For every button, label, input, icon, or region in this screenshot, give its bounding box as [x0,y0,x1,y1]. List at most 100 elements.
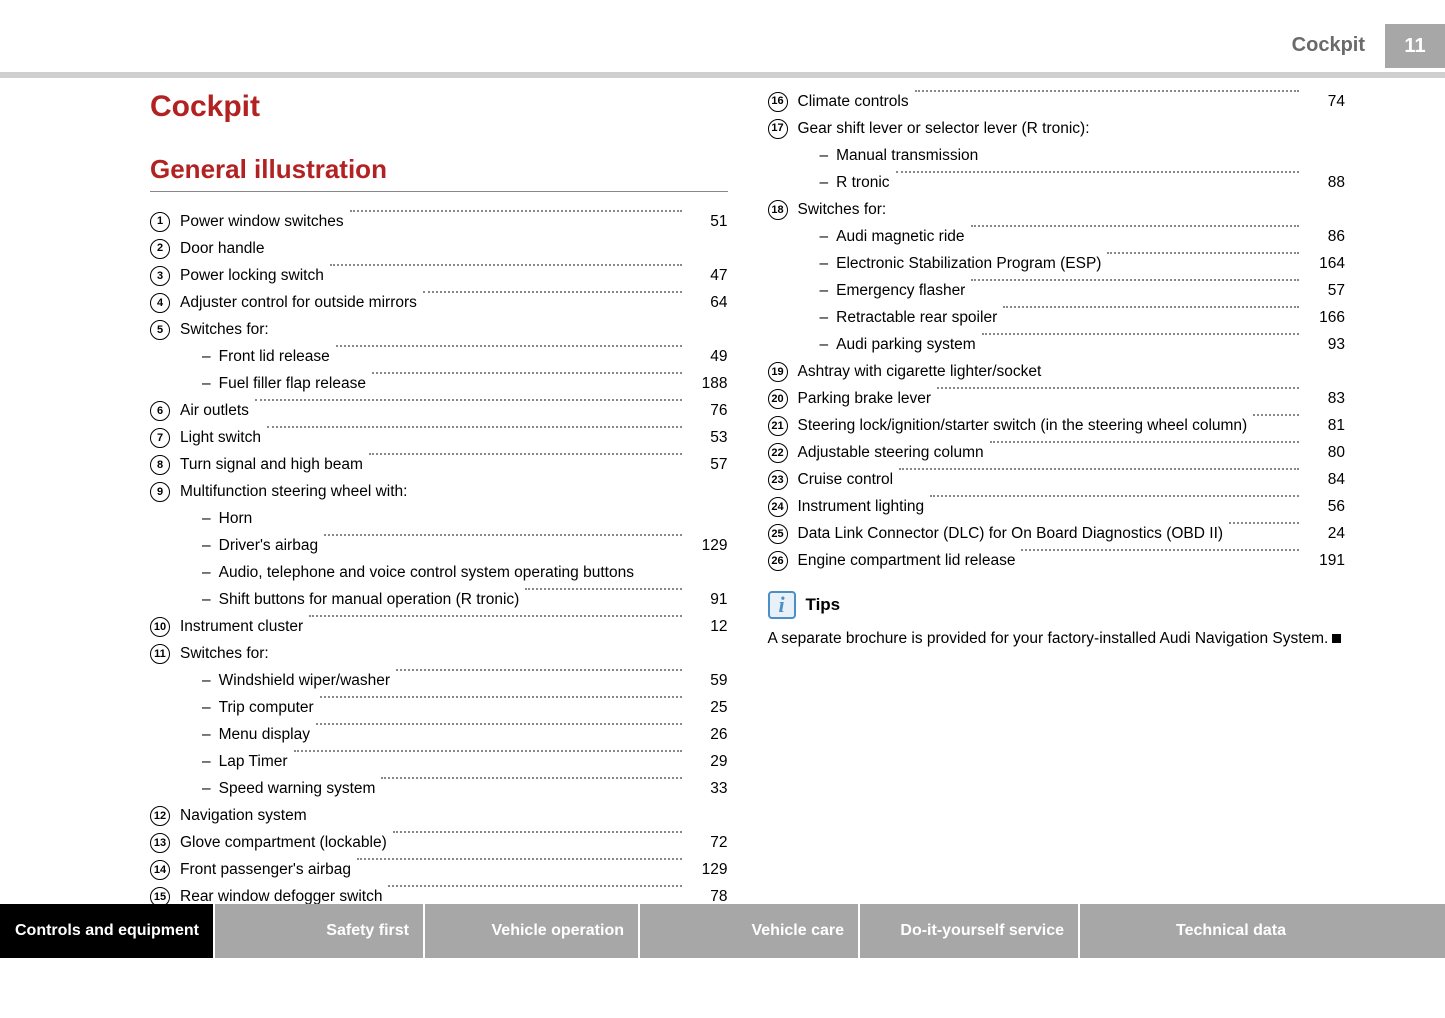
item-number-circle: 13 [150,833,170,853]
footer-tab[interactable]: Do-it-yourself service [860,904,1080,958]
toc-entry: 9 Multifunction steering wheel with: [150,480,728,504]
toc-subentry: –Emergency flasher57 [768,279,1346,303]
info-icon: i [768,591,796,619]
toc-entry: 4Adjuster control for outside mirrors64 [150,291,728,315]
toc-subentry: –Horn [150,507,728,531]
toc-entry: 16Climate controls74 [768,90,1346,114]
dash-icon: – [820,144,829,168]
toc-entry: 7Light switch53 [150,426,728,450]
subentry-label: Manual transmission [836,144,978,168]
toc-subentry: –Electronic Stabilization Program (ESP)1… [768,252,1346,276]
entry-page-number: 129 [688,534,728,558]
item-number-circle: 18 [768,200,788,220]
leader-dots [990,441,1299,443]
toc-subentry: –Trip computer25 [150,696,728,720]
subentry-label: Driver's airbag [219,534,318,558]
leader-dots [350,210,682,212]
dash-icon: – [202,696,211,720]
dash-icon: – [202,750,211,774]
subentry-label: Shift buttons for manual operation (R tr… [219,588,520,612]
item-number-circle: 5 [150,320,170,340]
subentry-label: Audi magnetic ride [836,225,964,249]
subentry-label: Lap Timer [219,750,288,774]
footer-tab[interactable]: Controls and equipment [0,904,215,958]
toc-subentry: –Audi parking system93 [768,333,1346,357]
item-number-circle: 6 [150,401,170,421]
toc-entry: 19Ashtray with cigarette lighter/socket [768,360,1346,384]
leader-dots [971,279,1299,281]
entry-page-number: 26 [688,723,728,747]
leader-dots [369,453,682,455]
dash-icon: – [202,723,211,747]
leader-dots [372,372,682,374]
entry-page-number: 188 [688,372,728,396]
footer-tab[interactable]: Vehicle care [640,904,860,958]
toc-subentry: –Retractable rear spoiler166 [768,306,1346,330]
leader-dots [381,777,681,779]
toc-entry: 23Cruise control84 [768,468,1346,492]
subentry-label: Windshield wiper/washer [219,669,390,693]
item-number-circle: 21 [768,416,788,436]
item-number-circle: 10 [150,617,170,637]
entry-label: Switches for: [180,642,269,666]
toc-list-right: 16Climate controls74 17 Gear shift lever o… [768,90,1346,573]
tips-header: i Tips [768,591,1346,619]
footer-tab[interactable]: Safety first [215,904,425,958]
toc-entry: 10Instrument cluster12 [150,615,728,639]
leader-dots [1229,522,1299,524]
dash-icon: – [820,306,829,330]
item-number-circle: 7 [150,428,170,448]
leader-dots [357,858,682,860]
toc-entry: 11Switches for: [150,642,728,666]
entry-page-number: 53 [688,426,728,450]
entry-label: Data Link Connector (DLC) for On Board D… [798,522,1224,546]
leader-dots [388,885,681,887]
toc-entry: 17 Gear shift lever or selector lever (R … [768,117,1346,141]
entry-page-number: 166 [1305,306,1345,330]
entry-page-number: 84 [1305,468,1345,492]
toc-subentry: –Lap Timer 29 [150,750,728,774]
leader-dots [320,696,682,698]
entry-label: Multifunction steering wheel with: [180,480,407,504]
dash-icon: – [202,588,211,612]
header-section-label: Cockpit [1292,24,1385,68]
toc-subentry: –Fuel filler flap release188 [150,372,728,396]
entry-label: Switches for: [798,198,887,222]
item-number-circle: 12 [150,806,170,826]
item-number-circle: 3 [150,266,170,286]
leader-dots [294,750,682,752]
entry-page-number: 59 [688,669,728,693]
dash-icon: – [820,171,829,195]
entry-label: Parking brake lever [798,387,932,411]
toc-subentry: –R tronic88 [768,171,1346,195]
toc-entry: 22Adjustable steering column80 [768,441,1346,465]
entry-label: Glove compartment (lockable) [180,831,387,855]
subentry-label: Trip computer [219,696,314,720]
toc-entry: 3Power locking switch47 [150,264,728,288]
entry-page-number: 12 [688,615,728,639]
toc-subentry: –Front lid release49 [150,345,728,369]
subentry-label: Electronic Stabilization Program (ESP) [836,252,1101,276]
toc-list-left: 1Power window switches512Door handle3Pow… [150,210,728,909]
subentry-label: Menu display [219,723,310,747]
item-number-circle: 1 [150,212,170,232]
leader-dots [255,399,682,401]
entry-label: Adjustable steering column [798,441,984,465]
entry-page-number: 91 [688,588,728,612]
entry-page-number: 29 [688,750,728,774]
entry-page-number: 93 [1305,333,1345,357]
entry-label: Gear shift lever or selector lever (R tr… [798,117,1090,141]
entry-page-number: 33 [688,777,728,801]
toc-entry: 13Glove compartment (lockable)72 [150,831,728,855]
item-number-circle: 9 [150,482,170,502]
dash-icon: – [202,507,211,531]
toc-entry: 20Parking brake lever83 [768,387,1346,411]
entry-label: Ashtray with cigarette lighter/socket [798,360,1042,384]
footer-tab[interactable]: Vehicle operation [425,904,640,958]
subentry-label: Speed warning system [219,777,376,801]
footer-tab[interactable]: Technical data [1080,904,1300,958]
toc-entry: 21Steering lock/ignition/starter switch … [768,414,1346,438]
item-number-circle: 26 [768,551,788,571]
item-number-circle: 17 [768,119,788,139]
subentry-label: Fuel filler flap release [219,372,366,396]
